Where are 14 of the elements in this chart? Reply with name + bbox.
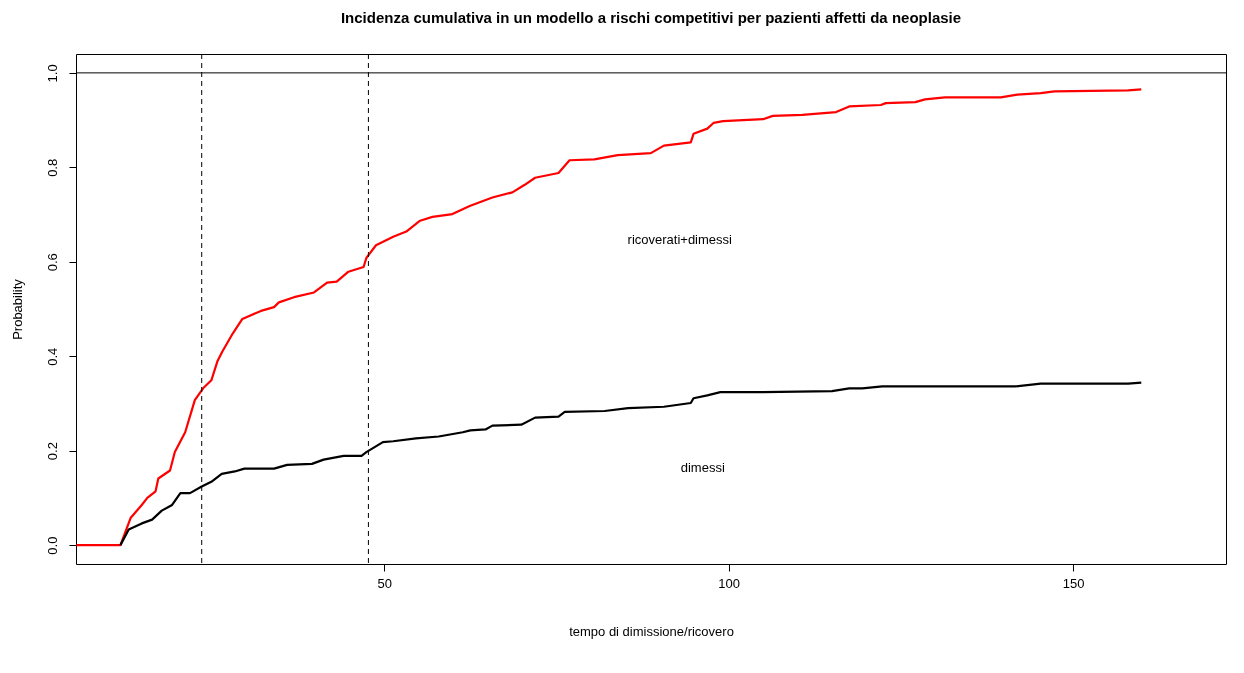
x-tick-label: 150 <box>1062 575 1085 591</box>
annotation: ricoverati+dimessi <box>627 232 733 248</box>
x-tick-label: 50 <box>377 575 392 591</box>
y-tick-label: 0.8 <box>44 158 60 177</box>
y-axis-title: Probability <box>9 278 25 340</box>
chart-title: Incidenza cumulativa in un modello a rischi competitivi per pazienti affetti da neoplasie <box>340 8 962 26</box>
y-tick-label: 1.0 <box>44 64 60 83</box>
annotation: dimessi <box>680 460 725 476</box>
y-tick-label: 0.2 <box>44 442 60 461</box>
y-tick-label: 0.6 <box>44 253 60 272</box>
x-tick-label: 100 <box>718 575 741 591</box>
y-tick-label: 0.0 <box>44 536 60 555</box>
y-tick-label: 0.4 <box>44 347 60 366</box>
x-axis-title: tempo di dimissione/ricovero <box>569 623 734 639</box>
